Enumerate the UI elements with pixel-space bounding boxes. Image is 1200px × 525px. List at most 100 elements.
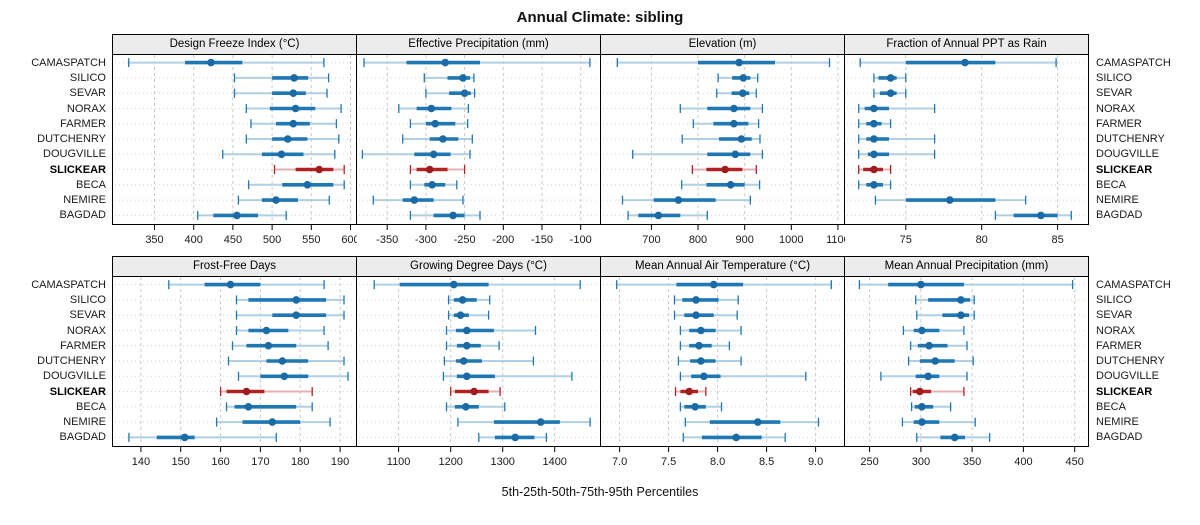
svg-text:80: 80 (976, 234, 988, 246)
site-label-norax: NORAX (66, 102, 106, 115)
plot-area (356, 277, 601, 447)
panel-header: Growing Degree Days (°C) (356, 256, 601, 277)
site-label-dougville: DOUGVILLE (43, 148, 106, 161)
svg-text:450: 450 (224, 234, 242, 246)
panel-row-bottom: CAMASPATCH SILICO SEVAR NORAX FARMER DUTCHENR… (0, 256, 1200, 474)
site-label-beca: BECA (76, 400, 106, 413)
svg-text:-250: -250 (454, 234, 476, 246)
site-label-dougville: DOUGVILLE (1096, 370, 1159, 383)
svg-text:-100: -100 (570, 234, 592, 246)
site-labels-left-top: CAMASPATCH SILICO SEVAR NORAX FARMER DUTCHENR… (0, 34, 112, 252)
site-label-beca: BECA (1096, 178, 1126, 191)
site-label-bagdad: BAGDAD (1096, 431, 1143, 444)
site-label-nemire: NEMIRE (63, 194, 106, 207)
svg-text:150: 150 (172, 456, 190, 468)
svg-text:7.0: 7.0 (612, 456, 627, 468)
svg-text:8.0: 8.0 (710, 456, 725, 468)
panel-elevation: Elevation (m) 700 800 900 1000 1100 (600, 34, 845, 251)
svg-text:85: 85 (1051, 234, 1063, 246)
svg-text:180: 180 (291, 456, 309, 468)
svg-text:8.5: 8.5 (759, 456, 774, 468)
site-label-bagdad: BAGDAD (59, 431, 106, 444)
figure-caption: 5th-25th-50th-75th-95th Percentiles (501, 485, 699, 499)
site-label-sevar: SEVAR (1096, 87, 1133, 100)
panel-mean-annual-air-temperature: Mean Annual Air Temperature (°C) 7.0 7.5 8… (600, 256, 845, 473)
svg-text:250: 250 (860, 456, 878, 468)
svg-text:140: 140 (132, 456, 150, 468)
site-label-slickear: SLICKEAR (1096, 385, 1153, 398)
svg-text:300: 300 (912, 456, 930, 468)
plot-area (112, 277, 357, 447)
x-axis: 250 300 350 400 450 (844, 447, 1089, 473)
panel-frost-free-days: Frost-Free Days 140 150 160 170 180 190 (112, 256, 357, 473)
site-label-dutchenry: DUTCHENRY (37, 355, 106, 367)
svg-text:400: 400 (1014, 456, 1032, 468)
svg-text:550: 550 (302, 234, 320, 246)
plot-area (600, 277, 845, 447)
panel-effective-precipitation: Effective Precipitation (mm) -350 -300 -25… (356, 34, 601, 251)
plot-area (844, 55, 1089, 225)
site-label-slickear: SLICKEAR (49, 385, 106, 398)
panel-header: Design Freeze Index (°C) (112, 34, 357, 55)
x-axis: 75 80 85 (844, 225, 1089, 251)
site-label-sevar: SEVAR (69, 309, 106, 322)
panel-mean-annual-precipitation: Mean Annual Precipitation (mm) 250 300 350… (844, 256, 1089, 473)
site-label-dougville: DOUGVILLE (43, 370, 106, 383)
svg-text:600: 600 (341, 234, 357, 246)
svg-text:-350: -350 (376, 234, 398, 246)
svg-text:350: 350 (963, 456, 981, 468)
site-label-sevar: SEVAR (1096, 309, 1133, 322)
panel-header: Frost-Free Days (112, 256, 357, 277)
panel-header: Mean Annual Precipitation (mm) (844, 256, 1089, 277)
x-axis: -350 -300 -250 -200 -150 -100 (356, 225, 601, 251)
site-label-sevar: SEVAR (69, 87, 106, 100)
site-label-silico: SILICO (69, 293, 106, 306)
site-label-nemire: NEMIRE (63, 416, 106, 429)
svg-text:450: 450 (1066, 456, 1084, 468)
panel-fraction-ppt-rain: Fraction of Annual PPT as Rain 75 80 85 (844, 34, 1089, 251)
svg-text:190: 190 (331, 456, 349, 468)
site-label-bagdad: BAGDAD (1096, 209, 1143, 222)
panel-header: Effective Precipitation (mm) (356, 34, 601, 55)
x-axis: 1100 1200 1300 1400 (356, 447, 601, 473)
svg-text:160: 160 (211, 456, 229, 468)
site-label-dougville: DOUGVILLE (1096, 148, 1159, 161)
site-label-slickear: SLICKEAR (49, 163, 106, 176)
site-label-silico: SILICO (1096, 71, 1133, 84)
plot-area (356, 55, 601, 225)
svg-text:350: 350 (145, 234, 163, 246)
svg-text:500: 500 (263, 234, 281, 246)
site-label-farmer: FARMER (1096, 339, 1142, 352)
svg-text:1400: 1400 (542, 456, 566, 468)
svg-text:-150: -150 (531, 234, 553, 246)
svg-text:1200: 1200 (438, 456, 462, 468)
plot-area (112, 55, 357, 225)
plot-area (600, 55, 845, 225)
svg-text:700: 700 (642, 234, 660, 246)
site-label-beca: BECA (1096, 400, 1126, 413)
svg-text:7.5: 7.5 (661, 456, 676, 468)
svg-text:-300: -300 (415, 234, 437, 246)
site-label-dutchenry: DUTCHENRY (37, 133, 106, 145)
site-label-camaspatch: CAMASPATCH (31, 278, 106, 291)
figure-title: Annual Climate: sibling (516, 9, 684, 26)
svg-text:900: 900 (736, 234, 754, 246)
site-label-nemire: NEMIRE (1096, 194, 1139, 207)
plot-area (844, 277, 1089, 447)
site-label-silico: SILICO (1096, 293, 1133, 306)
site-label-camaspatch: CAMASPATCH (1096, 56, 1171, 69)
panel-header: Mean Annual Air Temperature (°C) (600, 256, 845, 277)
svg-text:75: 75 (900, 234, 912, 246)
site-labels-left-bottom: CAMASPATCH SILICO SEVAR NORAX FARMER DUTCHENR… (0, 256, 112, 474)
panel-row-top: CAMASPATCH SILICO SEVAR NORAX FARMER DUTCHENR… (0, 34, 1200, 252)
site-label-camaspatch: CAMASPATCH (1096, 278, 1171, 291)
site-labels-right-top: CAMASPATCH SILICO SEVAR NORAX FARMER DUTCHENR… (1089, 34, 1193, 252)
svg-text:1100: 1100 (387, 456, 411, 468)
site-label-farmer: FARMER (1096, 117, 1142, 130)
svg-text:1000: 1000 (779, 234, 803, 246)
panel-header: Fraction of Annual PPT as Rain (844, 34, 1089, 55)
x-axis: 700 800 900 1000 1100 (600, 225, 845, 251)
x-axis: 7.0 7.5 8.0 8.5 9.0 (600, 447, 845, 473)
svg-text:170: 170 (251, 456, 269, 468)
